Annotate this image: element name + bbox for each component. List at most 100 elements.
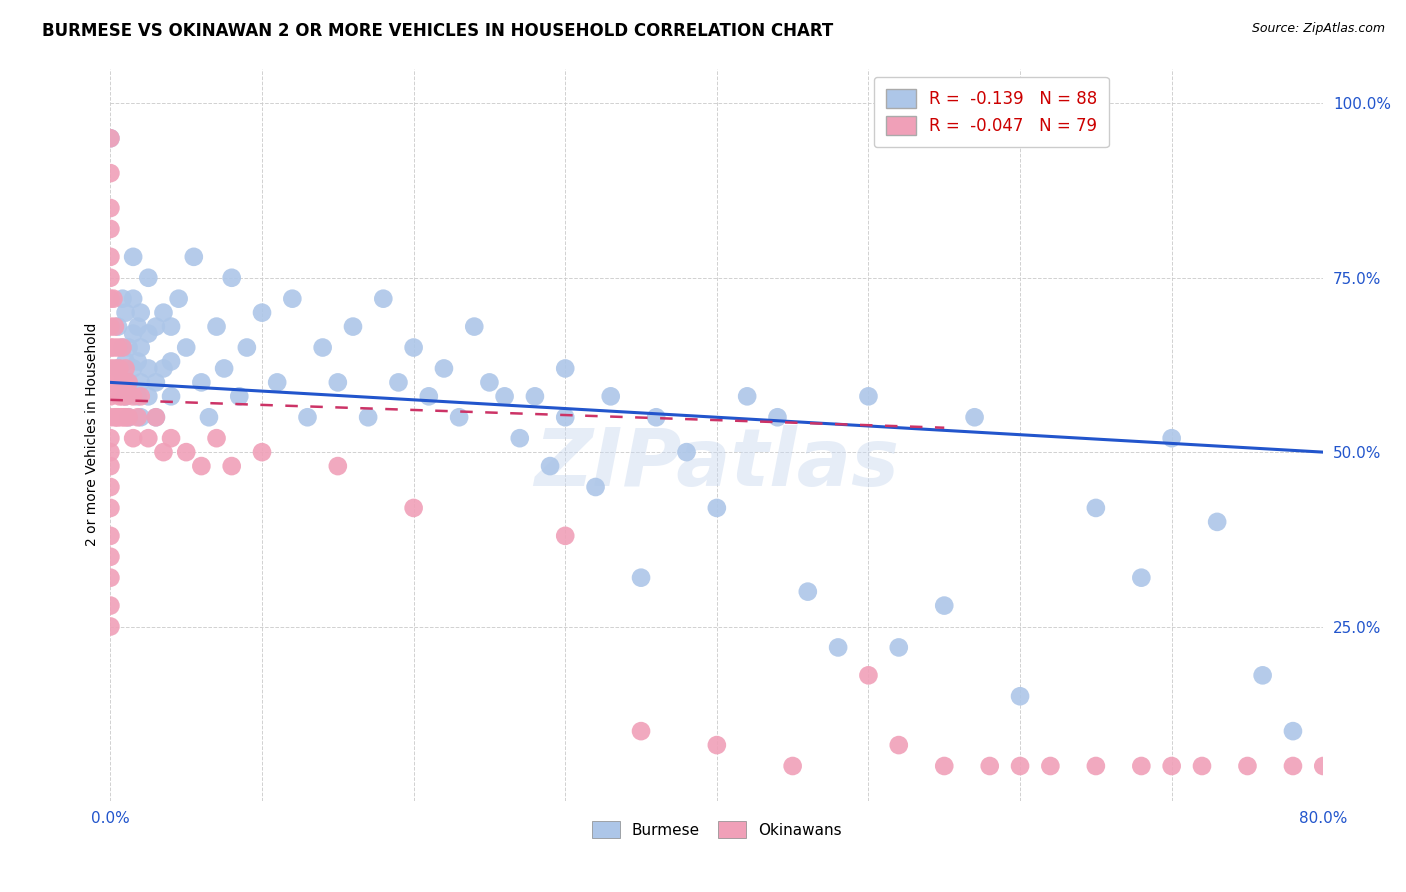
Point (100, 459, 122, 474)
Point (1160, 759, 1182, 773)
Point (100, 250, 122, 264)
Point (160, 354, 183, 368)
Point (221, 270, 243, 285)
Point (117, 410, 139, 425)
Point (463, 319, 485, 334)
Point (297, 410, 319, 425)
Point (198, 410, 221, 425)
Point (136, 389, 159, 403)
Point (979, 759, 1001, 773)
Point (112, 410, 135, 425)
Point (100, 549, 122, 564)
Point (887, 738, 910, 752)
Point (342, 319, 364, 334)
Point (675, 445, 697, 459)
Point (114, 410, 136, 425)
Point (190, 376, 212, 390)
Point (645, 410, 668, 425)
Point (1282, 724, 1305, 739)
Point (1084, 500, 1107, 515)
Point (103, 292, 125, 306)
Point (585, 480, 607, 494)
Point (108, 361, 131, 376)
Point (887, 640, 910, 655)
Point (160, 431, 183, 445)
Point (554, 529, 576, 543)
Point (100, 222, 122, 236)
Point (250, 305, 273, 319)
Point (630, 724, 652, 739)
Point (735, 389, 758, 403)
Point (326, 459, 349, 474)
Point (449, 410, 471, 425)
Point (103, 341, 125, 355)
Point (1160, 431, 1182, 445)
Point (100, 166, 122, 180)
Point (100, 131, 122, 145)
Point (105, 410, 128, 425)
Y-axis label: 2 or more Vehicles in Household: 2 or more Vehicles in Household (86, 323, 100, 547)
Point (1039, 759, 1062, 773)
Point (111, 292, 134, 306)
Point (111, 389, 134, 403)
Point (111, 341, 134, 355)
Point (205, 431, 228, 445)
Point (100, 361, 122, 376)
Point (167, 292, 190, 306)
Point (1130, 759, 1153, 773)
Point (478, 376, 501, 390)
Point (266, 376, 288, 390)
Point (100, 431, 122, 445)
Point (934, 759, 956, 773)
Point (212, 361, 235, 376)
Point (538, 459, 561, 474)
Point (190, 459, 212, 474)
Point (100, 201, 122, 215)
Point (858, 389, 880, 403)
Point (402, 500, 425, 515)
Point (104, 319, 127, 334)
Point (509, 431, 531, 445)
Point (122, 250, 145, 264)
Point (145, 410, 167, 425)
Point (100, 599, 122, 613)
Point (127, 410, 149, 425)
Point (136, 431, 159, 445)
Point (183, 250, 205, 264)
Point (127, 354, 149, 368)
Point (433, 361, 456, 376)
Point (112, 376, 135, 390)
Point (107, 376, 129, 390)
Text: BURMESE VS OKINAWAN 2 OR MORE VEHICLES IN HOUSEHOLD CORRELATION CHART: BURMESE VS OKINAWAN 2 OR MORE VEHICLES I… (42, 22, 834, 40)
Point (122, 326, 145, 341)
Point (129, 305, 152, 319)
Point (129, 389, 152, 403)
Point (228, 389, 250, 403)
Point (174, 445, 197, 459)
Point (160, 319, 183, 334)
Point (100, 571, 122, 585)
Point (100, 619, 122, 633)
Point (797, 584, 820, 599)
Point (174, 341, 197, 355)
Point (136, 361, 159, 376)
Point (373, 292, 395, 306)
Point (250, 445, 273, 459)
Point (630, 571, 652, 585)
Point (114, 305, 136, 319)
Point (145, 410, 167, 425)
Point (108, 389, 131, 403)
Point (100, 500, 122, 515)
Point (221, 459, 243, 474)
Point (311, 341, 333, 355)
Point (107, 341, 129, 355)
Point (117, 341, 139, 355)
Point (122, 292, 145, 306)
Point (152, 361, 174, 376)
Point (387, 376, 409, 390)
Point (127, 319, 149, 334)
Point (107, 361, 129, 376)
Point (136, 326, 159, 341)
Point (1191, 759, 1213, 773)
Point (122, 431, 145, 445)
